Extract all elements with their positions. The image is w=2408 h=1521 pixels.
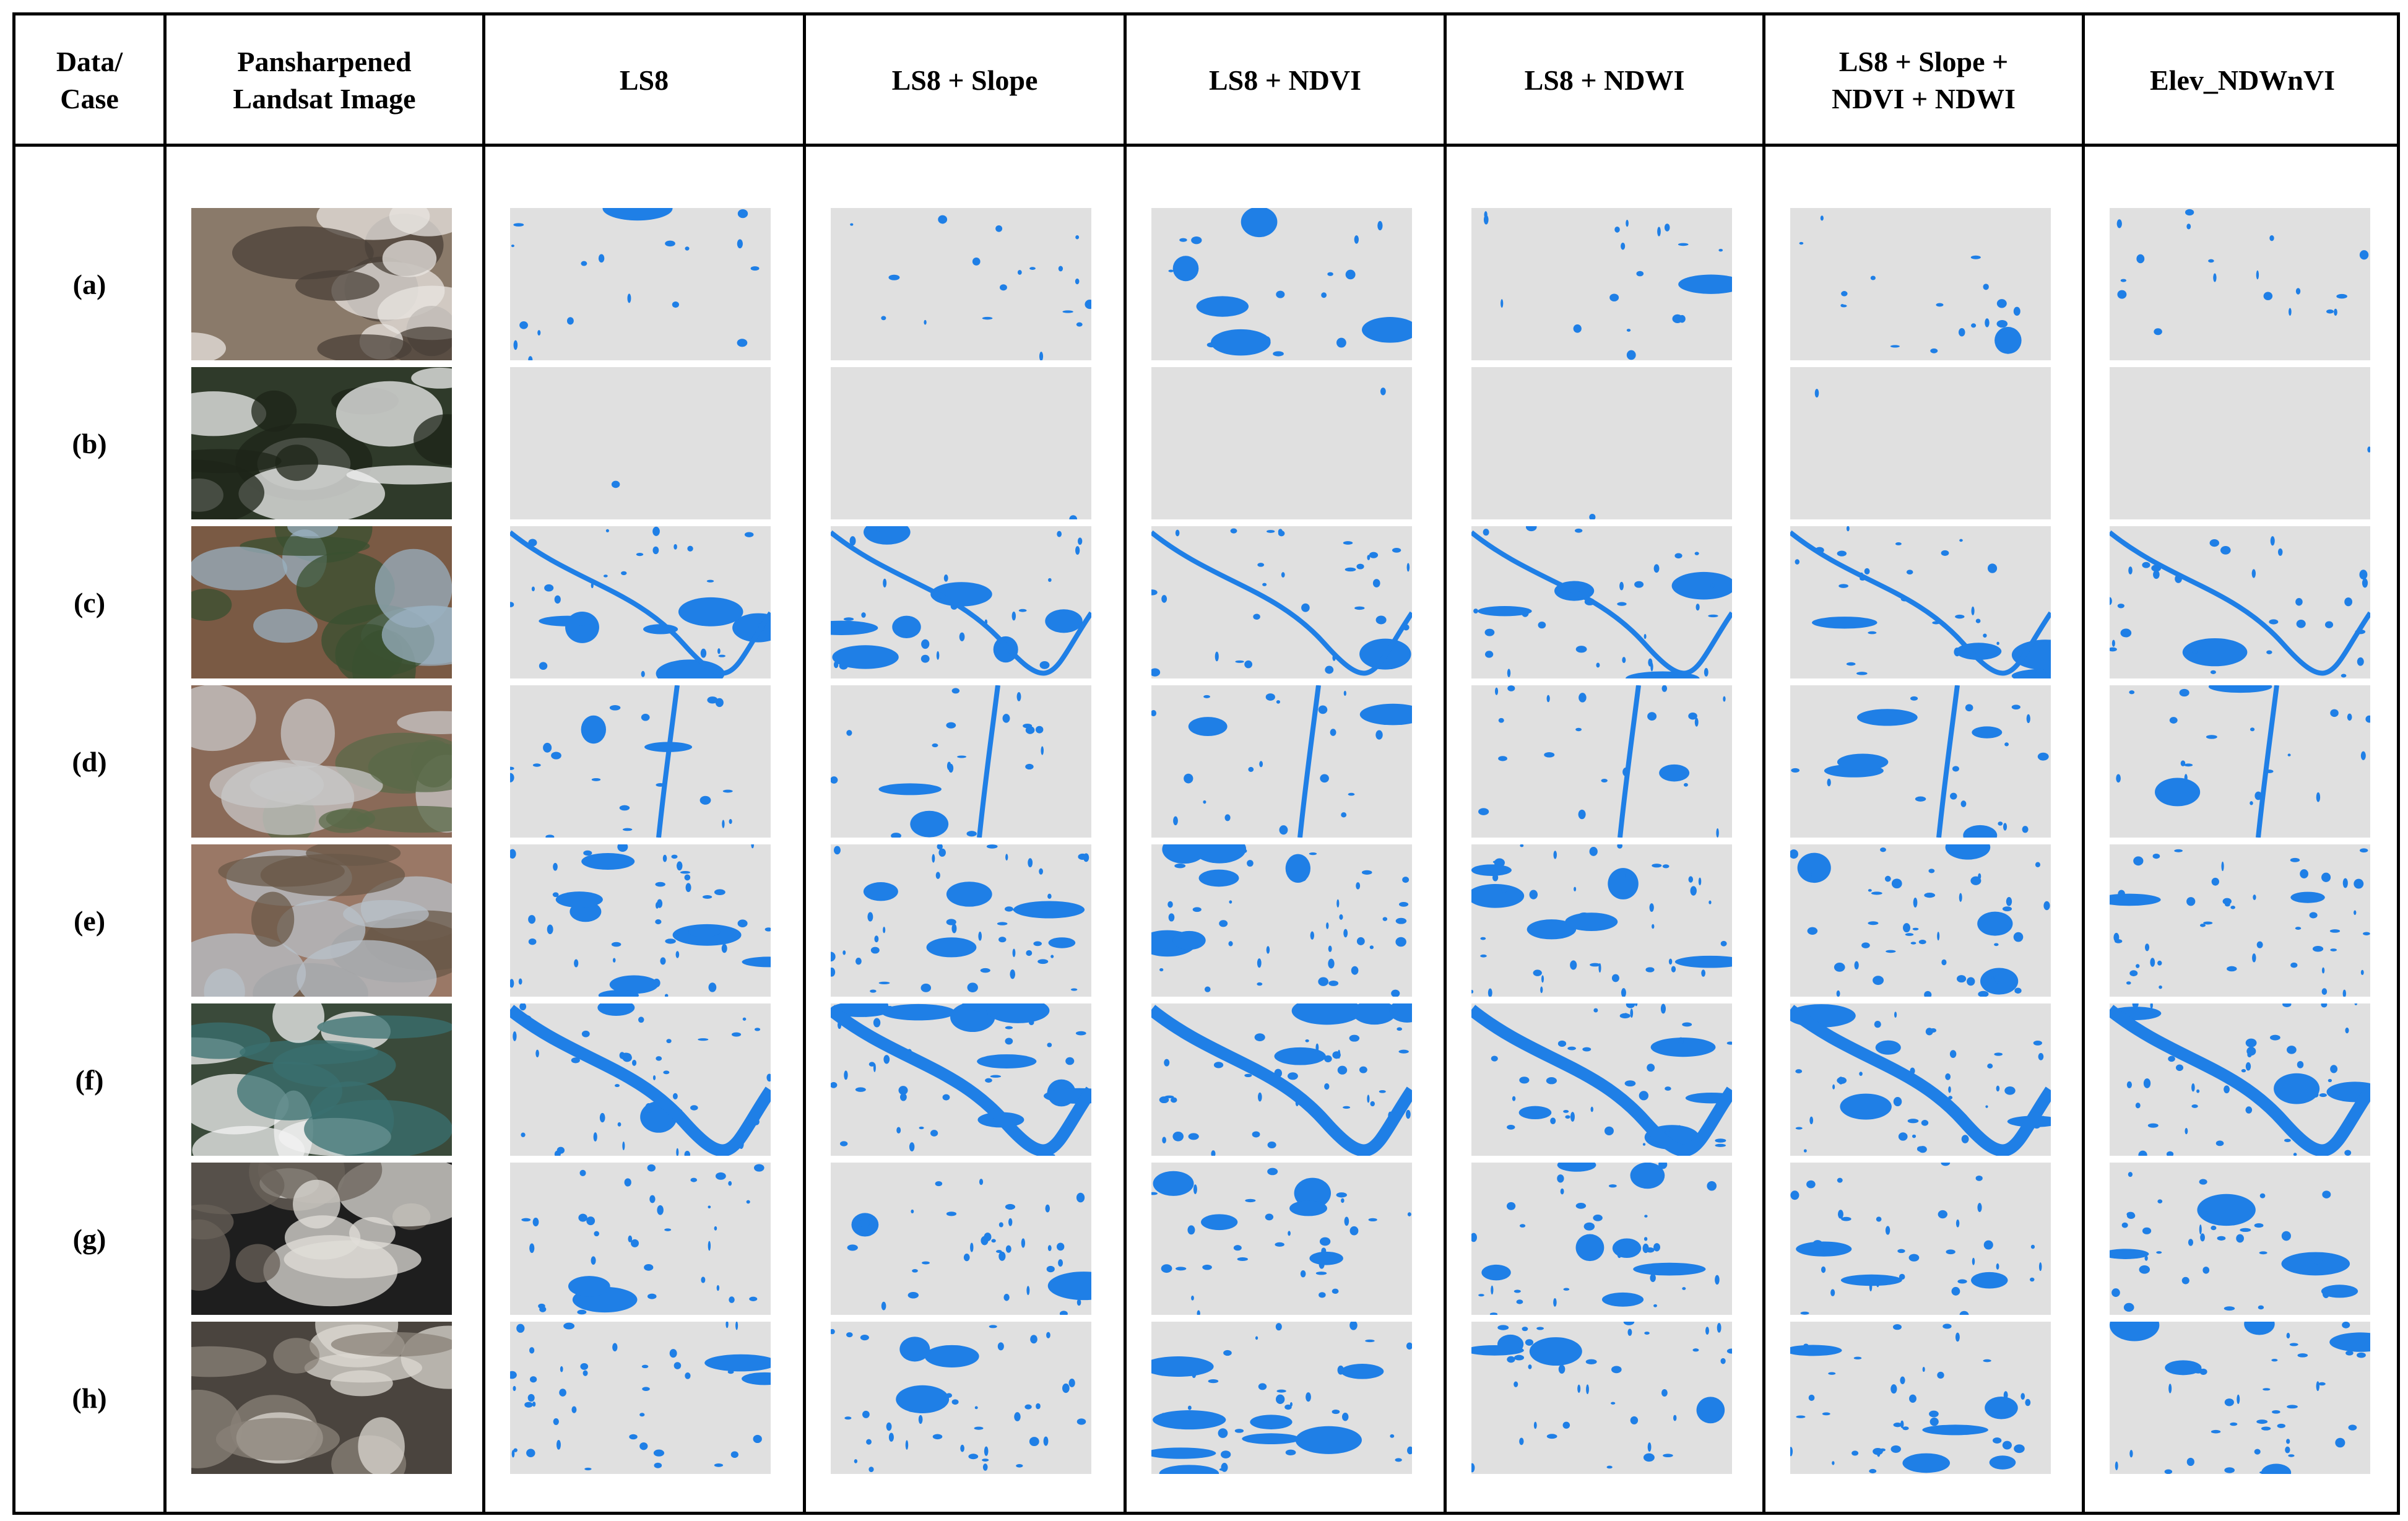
row-label: (g) bbox=[72, 1223, 106, 1255]
row-label: (f) bbox=[75, 1064, 104, 1096]
classification-map bbox=[1471, 367, 1732, 519]
classification-map bbox=[1151, 685, 1412, 838]
column-header: LS8 + Slope + NDVI + NDWI bbox=[1831, 45, 2016, 115]
classification-map bbox=[510, 1163, 771, 1315]
landsat-image bbox=[191, 367, 452, 519]
landsat-image bbox=[191, 526, 452, 678]
classification-map bbox=[831, 526, 1091, 678]
classification-map bbox=[2110, 844, 2370, 997]
classification-map bbox=[1471, 844, 1732, 997]
classification-map bbox=[510, 526, 771, 678]
column-header: Data/ Case bbox=[56, 45, 123, 115]
classification-map bbox=[1471, 208, 1732, 360]
classification-map bbox=[1151, 367, 1412, 519]
column-rule bbox=[1444, 12, 1447, 1515]
classification-map bbox=[831, 1322, 1091, 1474]
column-rule bbox=[1762, 12, 1765, 1515]
column-header: LS8 + NDVI bbox=[1208, 64, 1362, 96]
landsat-image bbox=[191, 685, 452, 838]
column-rule bbox=[2082, 12, 2085, 1515]
classification-map bbox=[510, 685, 771, 838]
row-label: (h) bbox=[72, 1382, 107, 1414]
classification-map bbox=[1471, 1003, 1732, 1156]
classification-map bbox=[2110, 208, 2370, 360]
classification-map bbox=[1471, 1163, 1732, 1315]
classification-map bbox=[1790, 367, 2051, 519]
column-header: LS8 + NDWI bbox=[1524, 64, 1685, 96]
landsat-image bbox=[191, 1003, 452, 1156]
header-rule bbox=[12, 144, 2400, 147]
classification-map bbox=[510, 844, 771, 997]
landsat-image bbox=[191, 844, 452, 997]
classification-map bbox=[2110, 367, 2370, 519]
row-label: (c) bbox=[73, 586, 106, 618]
classification-map bbox=[831, 1163, 1091, 1315]
landsat-image bbox=[191, 1163, 452, 1315]
classification-map bbox=[510, 367, 771, 519]
classification-map bbox=[1151, 1003, 1412, 1156]
classification-map bbox=[1471, 526, 1732, 678]
column-rule bbox=[803, 12, 806, 1515]
classification-map bbox=[1151, 1322, 1412, 1474]
classification-map bbox=[831, 844, 1091, 997]
classification-map bbox=[1151, 844, 1412, 997]
row-label: (d) bbox=[72, 745, 107, 778]
classification-map bbox=[1151, 1163, 1412, 1315]
column-header: Pansharpened Landsat Image bbox=[233, 45, 416, 115]
column-header: Elev_NDWnVI bbox=[2149, 64, 2336, 96]
classification-map bbox=[1151, 208, 1412, 360]
column-header: LS8 + Slope bbox=[891, 64, 1038, 96]
classification-map bbox=[1790, 1003, 2051, 1156]
classification-map bbox=[2110, 1163, 2370, 1315]
classification-map bbox=[1790, 685, 2051, 838]
classification-map bbox=[831, 208, 1091, 360]
classification-map bbox=[1471, 1322, 1732, 1474]
classification-map bbox=[1790, 208, 2051, 360]
classification-map bbox=[831, 367, 1091, 519]
classification-map bbox=[1790, 526, 2051, 678]
row-label: (a) bbox=[72, 268, 106, 300]
classification-map bbox=[831, 1003, 1091, 1156]
classification-map bbox=[1471, 685, 1732, 838]
landsat-image bbox=[191, 1322, 452, 1474]
row-label: (b) bbox=[72, 427, 107, 459]
classification-map bbox=[831, 685, 1091, 838]
classification-map bbox=[1151, 526, 1412, 678]
classification-map bbox=[1790, 1163, 2051, 1315]
classification-map bbox=[2110, 1322, 2370, 1474]
classification-map bbox=[510, 208, 771, 360]
column-header: LS8 bbox=[619, 64, 669, 96]
classification-map bbox=[2110, 1003, 2370, 1156]
column-rule bbox=[1124, 12, 1127, 1515]
column-rule bbox=[163, 12, 167, 1515]
classification-map bbox=[510, 1003, 771, 1156]
classification-map bbox=[2110, 526, 2370, 678]
landsat-image bbox=[191, 208, 452, 360]
classification-map bbox=[2110, 685, 2370, 838]
classification-map bbox=[1790, 844, 2051, 997]
classification-map bbox=[510, 1322, 771, 1474]
classification-map bbox=[1790, 1322, 2051, 1474]
row-label: (e) bbox=[73, 904, 106, 937]
table-frame bbox=[12, 12, 2400, 1515]
column-rule bbox=[482, 12, 485, 1515]
